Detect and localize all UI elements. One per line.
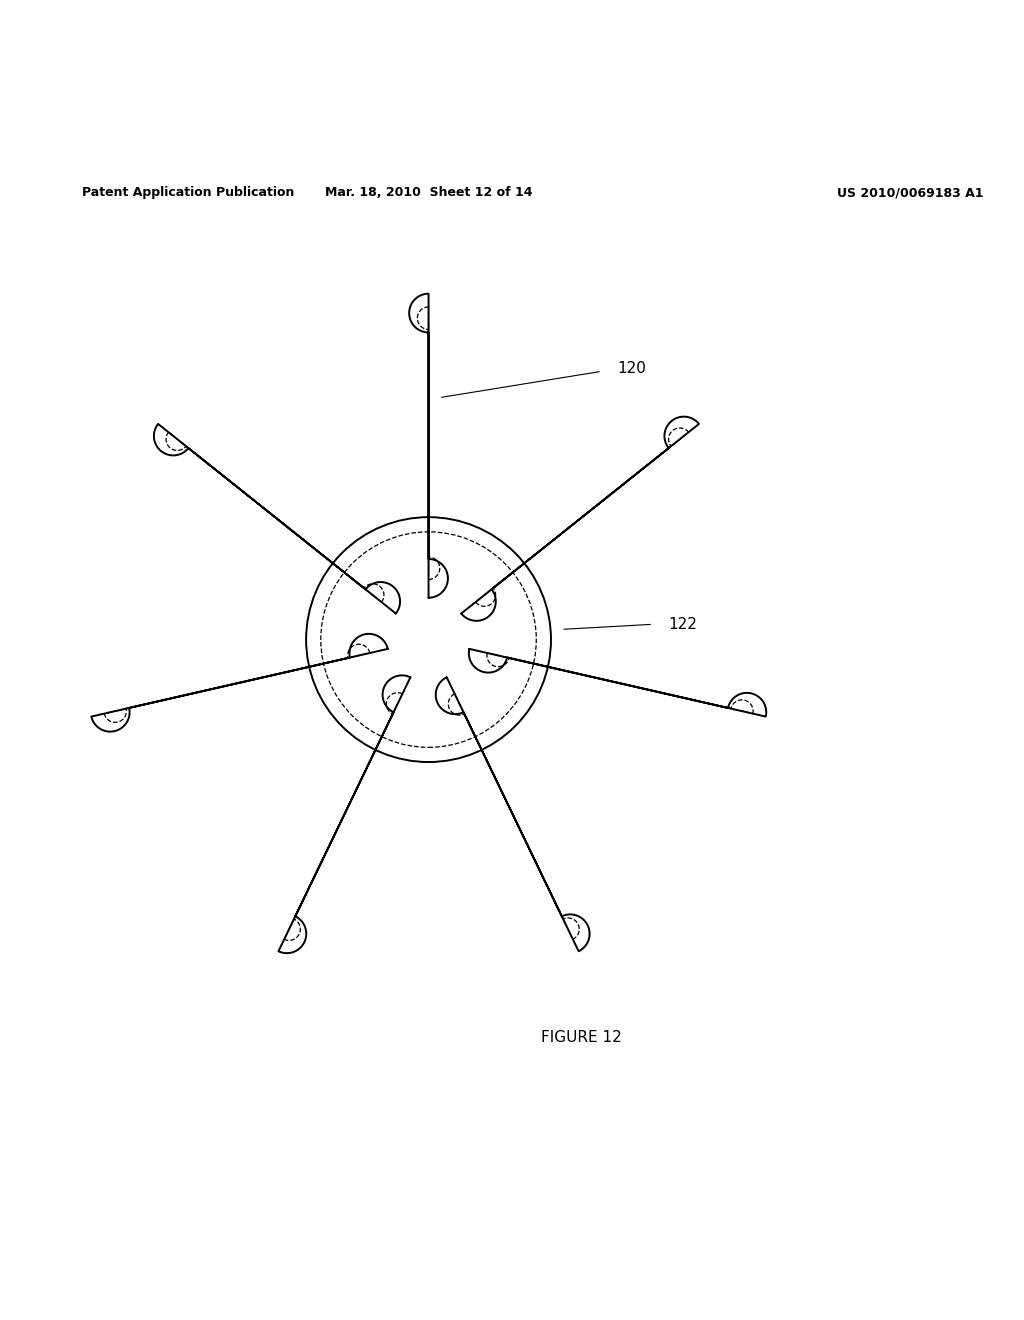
Text: 122: 122	[669, 616, 697, 632]
Text: Patent Application Publication: Patent Application Publication	[82, 186, 294, 199]
Text: 120: 120	[617, 362, 646, 376]
Text: FIGURE 12: FIGURE 12	[542, 1030, 622, 1045]
Text: US 2010/0069183 A1: US 2010/0069183 A1	[837, 186, 983, 199]
Text: Mar. 18, 2010  Sheet 12 of 14: Mar. 18, 2010 Sheet 12 of 14	[325, 186, 532, 199]
